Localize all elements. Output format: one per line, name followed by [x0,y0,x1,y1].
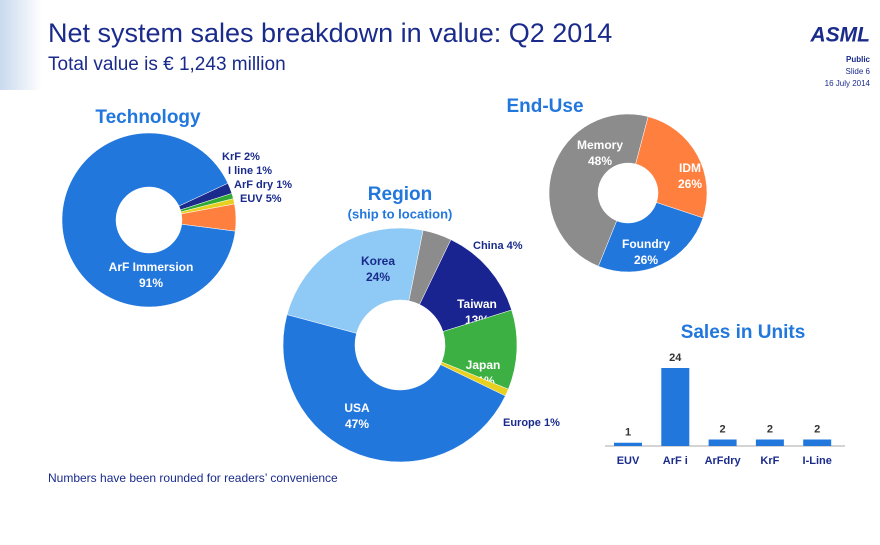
slice-label: ArF Immersion [109,260,194,274]
slice-label: Taiwan [457,297,497,311]
slice-label: China 4% [473,240,523,252]
x-tick-label: ArFdry [705,455,742,467]
slice-name: KrF [222,151,241,163]
slice-label: IDM [679,161,701,175]
bar [661,368,690,446]
chart-title: End-Use [506,96,583,117]
chart-title: Sales in Units [681,322,806,343]
bar [614,442,642,446]
x-tick-label: I-Line [803,455,832,467]
slice [598,202,704,273]
bar-value: 2 [720,423,726,435]
bar-value: 24 [669,352,682,364]
slice [635,116,708,219]
bar-value: 2 [814,423,820,435]
x-tick-label: ArF i [663,455,688,467]
slice-value: 26% [678,177,702,191]
slice [286,227,424,334]
slice [548,113,649,267]
slice-value: 1% [544,417,560,429]
slice-label: Memory [577,138,623,152]
slide-number: Slide 6 [846,67,871,76]
slice-label: ArF dry 1% [234,179,292,191]
slice-name: Europe [503,417,541,429]
slice-label: Europe 1% [503,417,560,429]
slice [282,314,506,463]
slice-name: EUV [240,193,263,205]
slice-value: 91% [139,276,163,290]
bar-value: 1 [625,427,631,439]
chart-title: Region [368,184,432,205]
bar-value: 2 [767,423,773,435]
subtitle: Total value is € 1,243 million [48,54,286,75]
x-tick-label: EUV [617,455,640,467]
x-tick-label: KrF [760,455,779,467]
slice-value: 24% [366,270,390,284]
footnote: Numbers have been rounded for readers’ c… [48,471,338,485]
slice-value: 2% [244,151,260,163]
slice-name: ArF dry [234,179,274,191]
decoration [0,0,42,90]
logo: ASML [810,24,871,47]
slice-value: 4% [507,240,523,252]
slice-value: 5% [266,193,282,205]
slice-value: 1% [276,179,292,191]
slice-label: USA [344,401,370,415]
bar [708,439,737,446]
slice-value: 1% [256,165,272,177]
slice-label: EUV 5% [240,193,282,205]
slice-value: 48% [588,154,612,168]
slice-label: KrF 2% [222,151,260,163]
slice-name: China [473,240,504,252]
slice-label: Korea [361,254,395,268]
bar [755,439,784,446]
chart-subtitle: (ship to location) [348,206,453,221]
slice-value: 26% [634,253,658,267]
classification: Public [846,55,871,64]
slice-value: 47% [345,417,369,431]
date: 16 July 2014 [825,79,871,88]
bar [803,439,832,446]
chart-title: Technology [95,107,201,128]
slice-label: I line 1% [228,165,272,177]
slice-label: Foundry [622,237,670,251]
slice-label: Japan [466,358,501,372]
slice-name: I line [228,165,253,177]
title: Net system sales breakdown in value: Q2 … [48,18,612,48]
